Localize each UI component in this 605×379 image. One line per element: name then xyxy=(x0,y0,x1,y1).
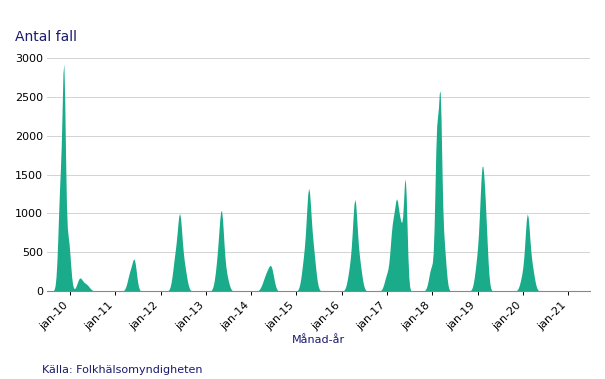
Text: Källa: Folkhälsomyndigheten: Källa: Folkhälsomyndigheten xyxy=(42,365,203,375)
X-axis label: Månad-år: Månad-år xyxy=(292,335,345,345)
Text: Antal fall: Antal fall xyxy=(15,30,77,44)
